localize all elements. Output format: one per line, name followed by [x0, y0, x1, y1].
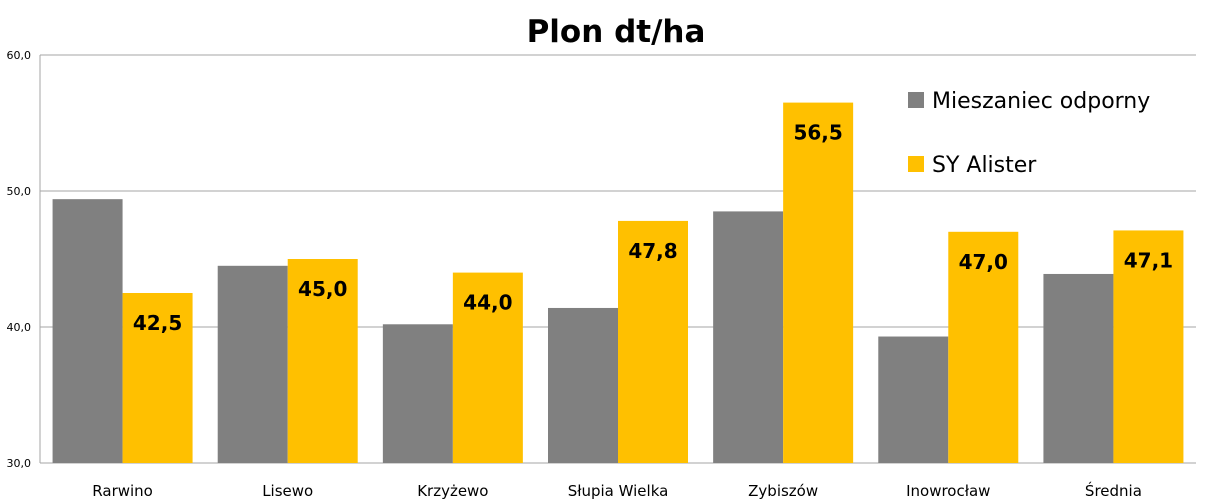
bar-sy-alister: [618, 220, 688, 463]
x-category-label: Zybiszów: [748, 482, 818, 499]
data-label: 47,8: [628, 239, 677, 263]
y-tick-label: 30,0: [7, 457, 32, 470]
data-label: 56,5: [793, 121, 842, 145]
bar-sy-alister: [122, 293, 193, 463]
data-label: 45,0: [298, 277, 347, 301]
x-category-label: Lisewo: [262, 482, 313, 499]
chart-title: Plon dt/ha: [527, 14, 706, 50]
y-tick-label: 60,0: [7, 49, 32, 62]
legend-swatch: [908, 92, 924, 108]
bar-sy-alister: [1113, 230, 1184, 463]
y-tick-label: 40,0: [7, 321, 32, 334]
legend-swatch: [908, 156, 924, 172]
x-category-label: Średnia: [1085, 481, 1142, 499]
y-axis-ticks: 30,0 40,0 50,0 60,0: [7, 49, 32, 470]
bar-mieszaniec: [713, 211, 784, 463]
data-label: 47,1: [1124, 248, 1173, 272]
y-tick-label: 50,0: [7, 185, 32, 198]
bars: [52, 102, 1184, 463]
legend: Mieszaniec odporny SY Alister: [908, 89, 1150, 178]
bar-mieszaniec: [217, 265, 288, 463]
legend-label: Mieszaniec odporny: [932, 89, 1150, 114]
legend-label: SY Alister: [932, 153, 1037, 178]
x-axis-categories: Rarwino Lisewo Krzyżewo Słupia Wielka Zybisz…: [92, 481, 1142, 499]
data-label: 42,5: [133, 311, 182, 335]
bar-sy-alister: [287, 259, 358, 463]
bar-mieszaniec: [382, 324, 453, 463]
bar-mieszaniec: [548, 307, 618, 463]
x-category-label: Inowrocław: [906, 482, 990, 499]
bar-mieszaniec: [878, 336, 949, 463]
data-labels: 42,5 45,0 44,0 47,8 56,5 47,0 47,1: [133, 121, 1173, 335]
bar-sy-alister: [452, 272, 523, 463]
x-category-label: Rarwino: [92, 482, 153, 499]
bar-mieszaniec: [1043, 273, 1114, 463]
data-label: 47,0: [959, 250, 1008, 274]
x-category-label: Słupia Wielka: [568, 482, 669, 499]
bar-mieszaniec: [52, 199, 123, 463]
bar-sy-alister: [948, 231, 1019, 463]
data-label: 44,0: [463, 291, 512, 315]
bar-sy-alister: [783, 102, 854, 463]
x-category-label: Krzyżewo: [417, 482, 488, 499]
